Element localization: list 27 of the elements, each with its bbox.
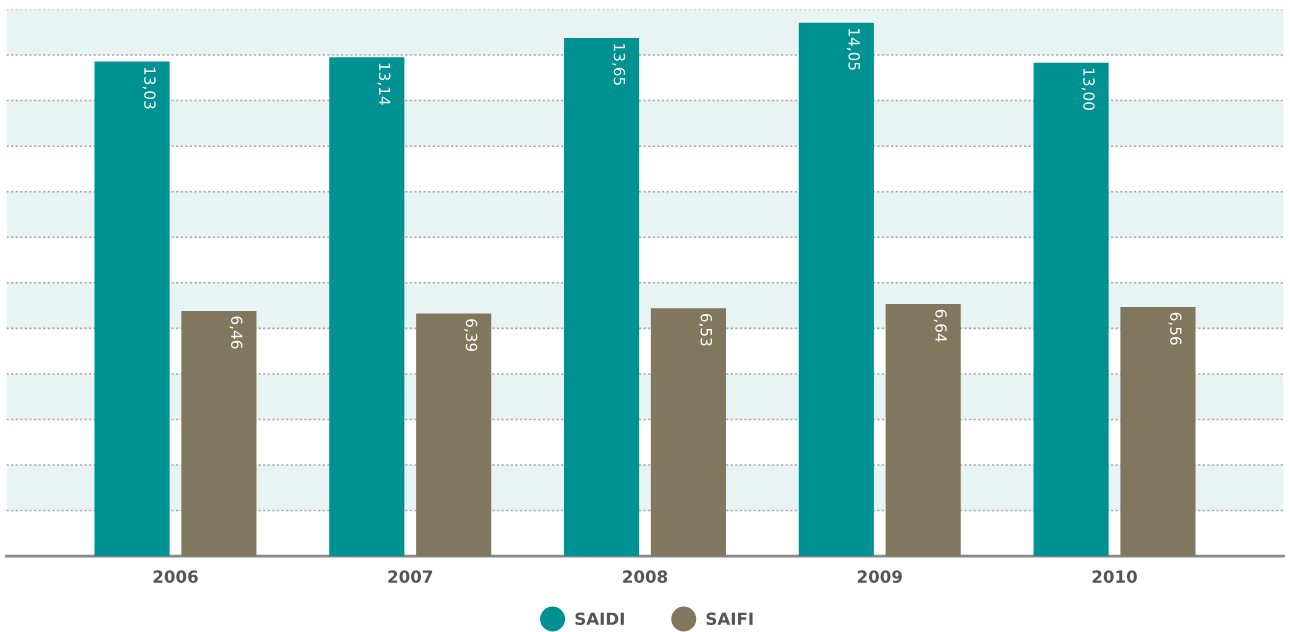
- data-label: 6,64: [933, 309, 947, 342]
- data-label: 6,53: [698, 313, 713, 346]
- x-tick-label: 2007: [388, 570, 433, 583]
- bar: [94, 61, 170, 557]
- bar: [650, 308, 726, 557]
- data-label: 13,00: [1081, 68, 1095, 110]
- data-label: 13,14: [377, 63, 391, 105]
- data-label: 13,65: [612, 44, 626, 85]
- bar: [1033, 62, 1109, 557]
- data-label: 14,05: [846, 29, 860, 70]
- x-tick-label: 2008: [623, 570, 668, 583]
- x-tick-label: 2010: [1092, 570, 1137, 583]
- bar: [798, 22, 874, 557]
- x-tick-label: 2006: [153, 570, 198, 583]
- legend-label: SAIDI: [575, 612, 624, 626]
- bar: [416, 313, 492, 557]
- bar: [885, 304, 961, 557]
- bar: [181, 310, 257, 557]
- data-label: 6,39: [464, 319, 478, 352]
- legend-label: SAIFI: [706, 612, 753, 626]
- x-tick-label: 2009: [857, 570, 902, 583]
- data-label: 6,46: [229, 316, 243, 349]
- bar: [564, 37, 640, 557]
- data-label: 6,56: [1168, 312, 1182, 345]
- bar: [329, 57, 405, 557]
- bar: [1120, 307, 1196, 557]
- data-label: 13,03: [142, 67, 156, 109]
